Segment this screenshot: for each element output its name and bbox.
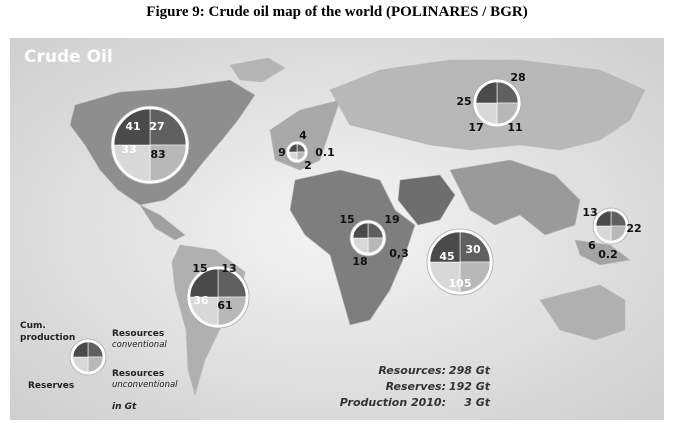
legend-label: conventional bbox=[112, 340, 167, 350]
region-value: 41 bbox=[125, 120, 140, 133]
pie-segment bbox=[352, 222, 369, 239]
region-value: 45 bbox=[439, 250, 454, 263]
region-value: 33 bbox=[121, 143, 136, 156]
total-value: 298 Gt bbox=[449, 364, 491, 377]
region-value: 13 bbox=[582, 206, 597, 219]
pie-segment bbox=[217, 268, 247, 298]
region-value: 30 bbox=[465, 243, 481, 256]
pie-segment bbox=[429, 231, 461, 263]
region-value: 61 bbox=[217, 299, 232, 312]
region-value: 19 bbox=[384, 213, 399, 226]
region-value: 22 bbox=[626, 222, 641, 235]
pie-segment bbox=[217, 296, 247, 326]
region-value: 18 bbox=[352, 255, 367, 268]
pie-segment bbox=[459, 261, 491, 293]
pie-segment bbox=[113, 108, 151, 146]
region-value: 83 bbox=[150, 148, 165, 161]
pie-segment bbox=[496, 81, 519, 104]
map-heading: Crude Oil bbox=[24, 47, 113, 67]
total-label: Reserves: bbox=[386, 380, 446, 393]
region-value: 4 bbox=[299, 129, 307, 142]
legend-label: unconventional bbox=[112, 380, 178, 390]
legend-unit: in Gt bbox=[112, 402, 137, 412]
legend: Cum. production Resources conventional R… bbox=[20, 321, 178, 412]
region-value: 0.2 bbox=[598, 248, 618, 261]
pie-segment bbox=[189, 296, 219, 326]
legend-label: Resources bbox=[112, 369, 164, 379]
pie-segment bbox=[72, 341, 89, 358]
region-value: 0.1 bbox=[315, 146, 335, 159]
region-value: 27 bbox=[149, 120, 164, 133]
total-value: 3 Gt bbox=[464, 396, 491, 409]
legend-label: Cum. bbox=[20, 321, 46, 331]
region-value: 17 bbox=[468, 121, 483, 134]
legend-label: production bbox=[20, 333, 75, 343]
pie-segment bbox=[595, 210, 612, 227]
pie-segment bbox=[149, 108, 187, 146]
region-value: 2 bbox=[304, 159, 312, 172]
total-label: Production 2010: bbox=[340, 396, 446, 409]
region-value: 6 bbox=[588, 239, 596, 252]
pie-segment bbox=[429, 261, 461, 293]
pie-segment bbox=[459, 231, 491, 263]
figure-title: Figure 9: Crude oil map of the world (PO… bbox=[146, 4, 527, 20]
region-value: 105 bbox=[449, 277, 472, 290]
pie-segment bbox=[189, 268, 219, 298]
region-value: 13 bbox=[221, 262, 236, 275]
legend-label: Reserves bbox=[28, 381, 74, 391]
pie-segment bbox=[475, 81, 498, 104]
pie-segment bbox=[113, 144, 151, 182]
total-value: 192 Gt bbox=[449, 380, 491, 393]
pie-segment bbox=[475, 102, 498, 125]
region-value: 15 bbox=[192, 262, 207, 275]
pie-layer: 41 27 33 83 49 0.12 28 25 17 11 15 19 0,3 18 45 30 105 15… bbox=[69, 71, 642, 376]
legend-label: Resources bbox=[112, 329, 164, 339]
region-value: 28 bbox=[510, 71, 525, 84]
region-value: 11 bbox=[507, 121, 522, 134]
region-value: 36 bbox=[193, 294, 209, 307]
pie-segment bbox=[149, 144, 187, 182]
region-value: 0,3 bbox=[389, 247, 409, 260]
region-value: 9 bbox=[278, 146, 286, 159]
region-value: 25 bbox=[456, 95, 471, 108]
pie-segment bbox=[496, 102, 519, 125]
pie-segment bbox=[288, 143, 298, 153]
total-label: Resources: bbox=[378, 364, 446, 377]
region-value: 15 bbox=[339, 213, 354, 226]
